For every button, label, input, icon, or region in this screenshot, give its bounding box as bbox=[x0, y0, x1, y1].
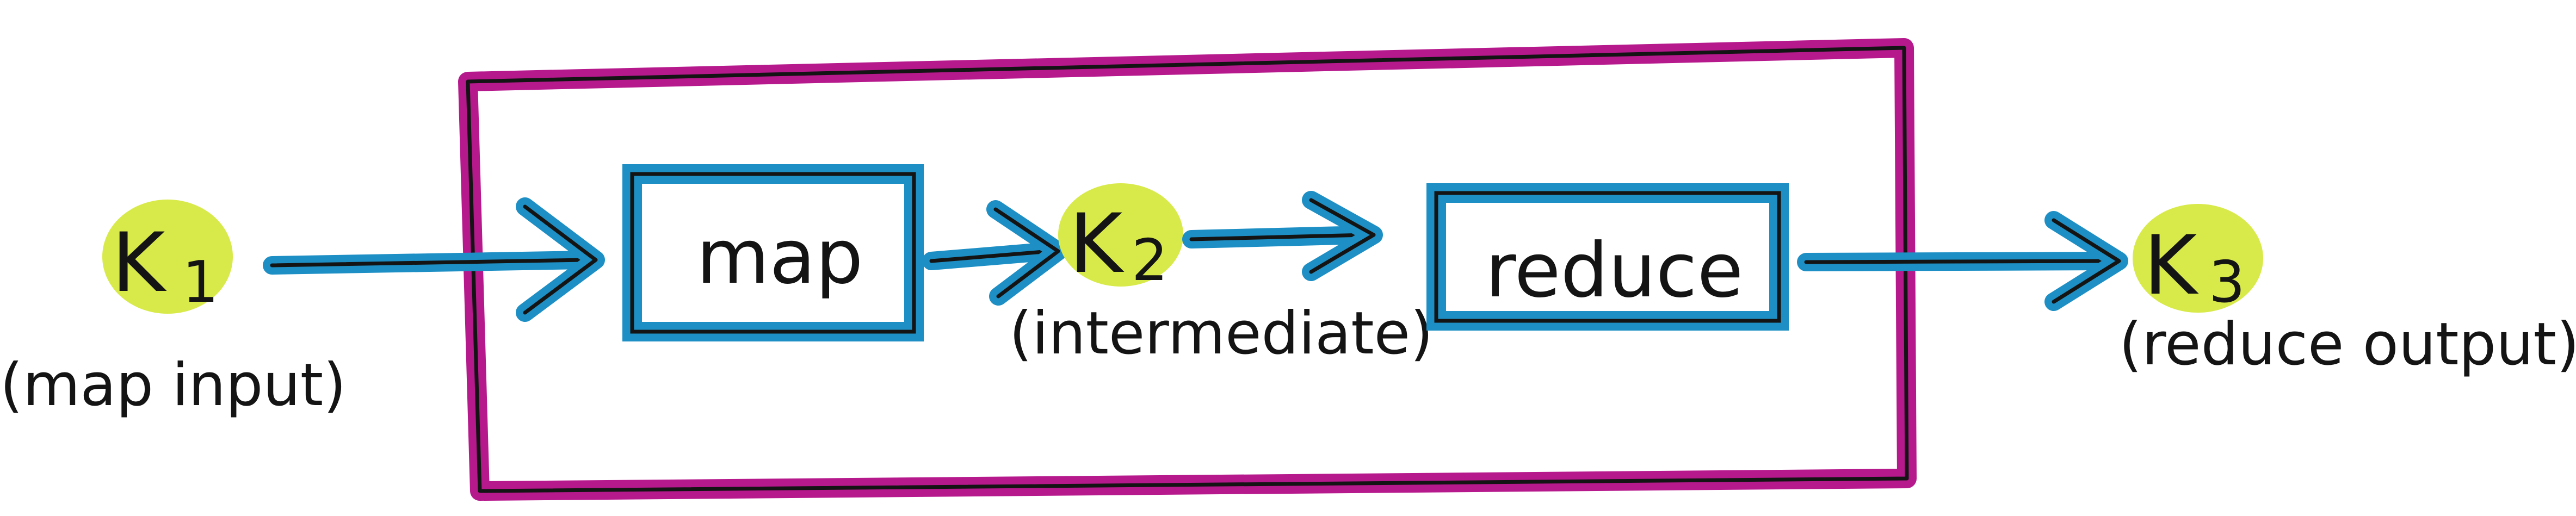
intermediate-key-highlight bbox=[1058, 183, 1183, 287]
reduce-box-label: reduce bbox=[1485, 227, 1743, 314]
output-key: K 3 bbox=[2133, 204, 2263, 315]
output-key-letter: K bbox=[2143, 219, 2199, 313]
output-key-subscript: 3 bbox=[2209, 249, 2245, 315]
arrow-intermediate-to-reduce bbox=[1182, 191, 1383, 281]
reduce-box: reduce bbox=[1426, 183, 1789, 331]
input-key-highlight bbox=[102, 200, 233, 314]
intermediate-key-caption: (intermediate) bbox=[1009, 300, 1433, 368]
output-key-highlight bbox=[2133, 204, 2263, 313]
map-box-label: map bbox=[696, 213, 863, 301]
output-key-caption: (reduce output) bbox=[2119, 310, 2576, 378]
intermediate-key: K 2 bbox=[1058, 183, 1183, 294]
input-key-subscript: 1 bbox=[182, 249, 219, 315]
intermediate-key-letter: K bbox=[1069, 197, 1125, 291]
arrow-input-to-map bbox=[263, 197, 605, 322]
intermediate-key-subscript: 2 bbox=[1132, 227, 1168, 294]
map-box: map bbox=[622, 164, 924, 341]
input-key: K 1 bbox=[102, 200, 233, 315]
arrow-map-to-intermediate bbox=[922, 200, 1067, 306]
pipeline-container bbox=[458, 38, 1917, 501]
arrow-reduce-to-output bbox=[1797, 211, 2128, 311]
input-key-letter: K bbox=[112, 216, 167, 310]
input-key-caption: (map input) bbox=[0, 351, 346, 419]
